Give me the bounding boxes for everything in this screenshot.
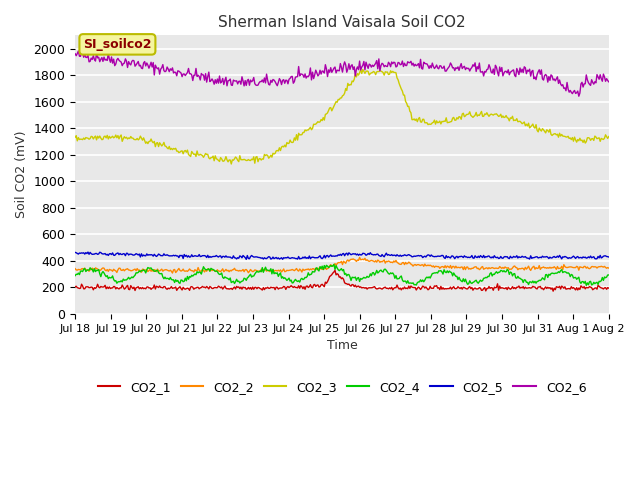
Y-axis label: Soil CO2 (mV): Soil CO2 (mV) [15, 131, 28, 218]
Legend: CO2_1, CO2_2, CO2_3, CO2_4, CO2_5, CO2_6: CO2_1, CO2_2, CO2_3, CO2_4, CO2_5, CO2_6 [93, 376, 591, 399]
X-axis label: Time: Time [326, 339, 357, 352]
Title: Sherman Island Vaisala Soil CO2: Sherman Island Vaisala Soil CO2 [218, 15, 466, 30]
Text: SI_soilco2: SI_soilco2 [83, 38, 152, 51]
